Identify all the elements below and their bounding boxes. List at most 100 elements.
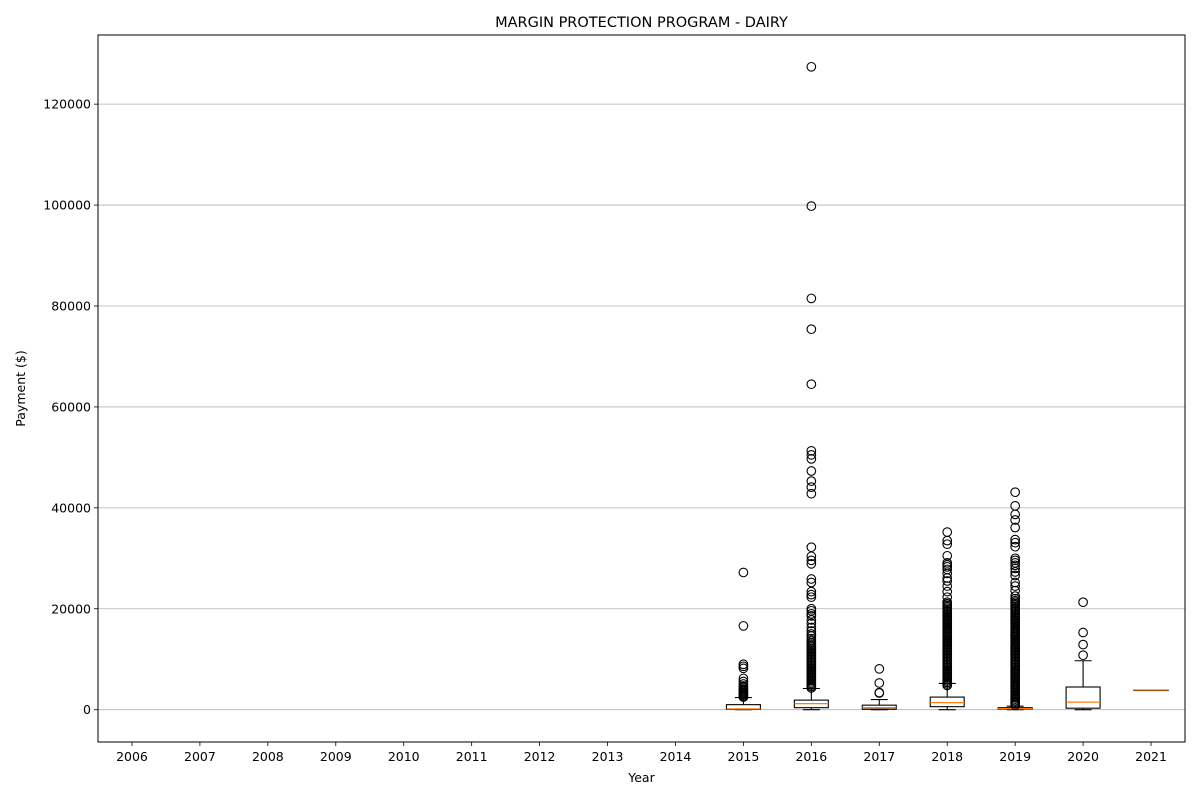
outlier-point: [1010, 591, 1021, 602]
outlier-point: [942, 586, 953, 597]
x-axis: 2006 2007 2008 2009 2010 2011 2012 2013 2014 2015…: [116, 742, 1167, 764]
x-tick-label: 2009: [320, 749, 352, 764]
outlier-point: [806, 559, 817, 569]
y-axis-label: Payment ($): [13, 350, 28, 426]
box-iqr: [929, 696, 965, 708]
y-tick-label: 40000: [51, 500, 91, 515]
x-tick-label: 2014: [660, 749, 692, 764]
box-2016: [793, 61, 829, 711]
outlier-point: [1010, 541, 1021, 552]
outlier-point: [942, 558, 953, 568]
outlier-point: [942, 576, 953, 586]
x-tick-label: 2008: [252, 749, 284, 764]
outlier-point: [806, 592, 817, 603]
x-tick-label: 2020: [1067, 749, 1099, 764]
outlier-point: [806, 466, 817, 476]
outlier-point: [806, 61, 817, 72]
chart-title: MARGIN PROTECTION PROGRAM - DAIRY: [495, 15, 788, 31]
outlier-point: [806, 201, 817, 211]
outlier-point: [1010, 537, 1021, 548]
outlier-point: [942, 592, 953, 603]
outlier-point: [806, 589, 817, 600]
outlier-point: [1010, 522, 1021, 533]
plot-data: [725, 61, 1169, 711]
box-iqr: [1065, 686, 1101, 709]
outlier-point: [942, 597, 953, 608]
gridlines: [98, 103, 1185, 711]
box-2017: [861, 663, 897, 711]
outlier-point: [874, 663, 885, 674]
outlier-point: [806, 476, 817, 486]
y-tick-label: 0: [83, 702, 91, 717]
outlier-point: [738, 673, 749, 684]
outlier-point: [806, 445, 817, 456]
x-tick-label: 2013: [592, 749, 624, 764]
outlier-point: [1010, 560, 1021, 571]
outlier-point: [806, 555, 817, 566]
x-tick-label: 2006: [116, 749, 148, 764]
outlier-point: [806, 482, 817, 493]
outlier-point: [806, 626, 817, 636]
outlier-point: [1010, 577, 1021, 588]
outlier-point: [1010, 500, 1021, 511]
box-2019: [997, 487, 1033, 711]
box-2021: [1133, 689, 1169, 692]
x-tick-label: 2010: [388, 749, 420, 764]
y-tick-label: 80000: [51, 298, 91, 313]
outlier-point: [738, 659, 749, 670]
outlier-point: [738, 567, 749, 578]
outlier-point: [806, 608, 817, 619]
x-tick-label: 2012: [524, 749, 556, 764]
outlier-point: [1078, 627, 1088, 638]
x-tick-label: 2015: [728, 749, 760, 764]
outlier-point: [738, 676, 749, 687]
outlier-point: [874, 687, 885, 698]
outlier-point: [1010, 581, 1021, 591]
outlier-point: [1010, 487, 1021, 498]
outlier-point: [738, 621, 749, 631]
x-tick-label: 2011: [456, 749, 488, 764]
x-tick-label: 2021: [1135, 749, 1167, 764]
outlier-point: [1010, 515, 1021, 525]
outlier-point: [1010, 558, 1021, 568]
outlier-point: [942, 564, 953, 575]
plot-area-frame: [97, 34, 1186, 743]
outlier-point: [874, 678, 885, 688]
outlier-point: [1010, 553, 1021, 564]
outlier-point: [1010, 570, 1021, 581]
outlier-point: [942, 527, 953, 537]
outlier-point: [1078, 639, 1088, 650]
outlier-point: [942, 539, 953, 550]
x-tick-label: 2007: [184, 749, 216, 764]
outlier-point: [1078, 597, 1088, 608]
outlier-point: [1010, 534, 1021, 545]
outlier-point: [806, 603, 817, 614]
outlier-point: [806, 618, 817, 629]
outlier-point: [806, 633, 817, 644]
box-2015: [725, 567, 761, 711]
x-tick-label: 2019: [999, 749, 1031, 764]
outlier-point: [806, 574, 817, 584]
outlier-point: [806, 629, 817, 639]
outlier-point: [738, 679, 749, 689]
outlier-point: [806, 622, 817, 633]
outlier-point: [806, 293, 817, 304]
outlier-point: [806, 379, 817, 390]
x-tick-label: 2018: [931, 749, 963, 764]
y-axis: 0 20000 40000 60000 80000 100000 120000: [43, 97, 98, 717]
y-tick-label: 60000: [51, 399, 91, 414]
outlier-point: [806, 542, 817, 553]
box-2020: [1065, 597, 1101, 711]
outlier-point: [806, 577, 817, 588]
outlier-point: [1078, 650, 1088, 661]
outlier-point: [806, 450, 817, 460]
y-tick-label: 100000: [43, 198, 91, 213]
x-tick-label: 2017: [863, 749, 895, 764]
y-tick-label: 120000: [43, 97, 91, 112]
box-2018: [929, 527, 965, 711]
x-axis-label: Year: [627, 770, 655, 785]
outlier-point: [806, 488, 817, 499]
outlier-point: [942, 550, 953, 561]
